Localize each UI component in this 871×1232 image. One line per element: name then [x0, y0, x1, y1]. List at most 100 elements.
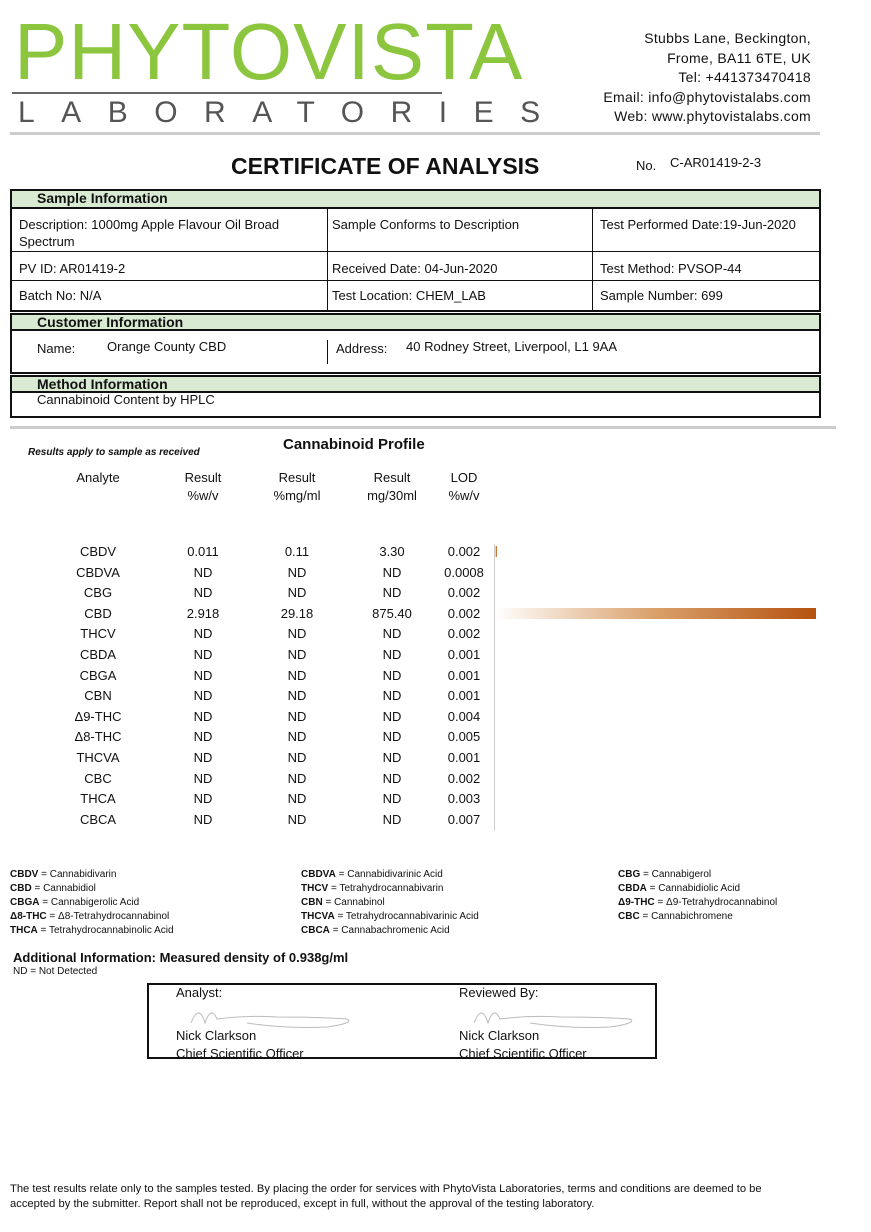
col-line: [327, 340, 328, 364]
result-cell: 0.11: [284, 544, 310, 559]
analyte-name: Δ8-THC: [74, 729, 122, 745]
profile-title: Cannabinoid Profile: [283, 436, 425, 453]
glossary-text: = Cannabachromenic Acid: [329, 925, 450, 936]
result-cell: 0.002: [447, 585, 481, 601]
analyte-name: CBDV: [79, 544, 117, 559]
table-cell: PV ID: AR01419-2: [19, 261, 126, 276]
customer-box: [10, 329, 821, 374]
address-line: Tel: +441373470418: [678, 69, 811, 85]
result-cell: ND: [193, 564, 213, 580]
result-cell: 0.005: [447, 729, 481, 745]
result-cell: 0.001: [447, 688, 481, 704]
result-cell: 0.001: [447, 647, 481, 662]
result-cell: ND: [382, 791, 402, 807]
method-box: [10, 391, 821, 418]
chart-axis: [494, 544, 495, 831]
column-header: Result: [184, 470, 222, 485]
analyte-name: CBGA: [79, 667, 117, 683]
result-cell: ND: [287, 750, 307, 765]
result-cell: ND: [287, 667, 307, 683]
analyte-name: CBG: [83, 585, 113, 601]
name-label: Name:: [37, 341, 76, 356]
glossary-abbr: CBC: [618, 911, 640, 922]
result-cell: 0.002: [447, 544, 481, 559]
result-cell: ND: [287, 708, 307, 724]
result-cell: 2.918: [186, 605, 220, 621]
customer-name: Orange County CBD: [107, 339, 227, 354]
result-cell: ND: [193, 729, 213, 745]
glossary-text: = Cannabidiol: [31, 883, 96, 894]
result-cell: ND: [193, 647, 213, 662]
result-cell: ND: [382, 585, 402, 601]
result-cell: 29.18: [280, 605, 314, 621]
result-cell: 0.004: [447, 708, 481, 724]
result-cell: ND: [382, 811, 402, 827]
result-bar: [495, 546, 497, 557]
additional-information: Additional Information: Measured density…: [13, 950, 349, 965]
glossary-text: = Cannabigerolic Acid: [39, 897, 140, 908]
result-cell: 0.0008: [444, 564, 484, 580]
analyte-name: CBDVA: [76, 564, 120, 580]
column-header: Result: [278, 470, 316, 485]
address-label: Address:: [336, 341, 388, 356]
glossary-entry: CBGA = Cannabigerolic Acid: [10, 897, 139, 908]
glossary-abbr: THCV: [301, 883, 329, 894]
analyte-name: CBN: [84, 688, 112, 704]
result-cell: ND: [382, 688, 402, 704]
col-line: [327, 207, 328, 311]
address-line: Stubbs Lane, Beckington,: [644, 30, 811, 46]
table-cell: Batch No: N/A: [19, 288, 102, 303]
result-cell: ND: [193, 791, 213, 807]
result-cell: ND: [287, 791, 307, 807]
glossary-entry: Δ8-THC = Δ8-Tetrahydrocannabinol: [10, 911, 169, 922]
result-cell: 0.007: [447, 811, 481, 827]
analyte-name: CBC: [84, 770, 112, 786]
glossary-entry: CBDV = Cannabidivarin: [10, 869, 116, 880]
signature-label: Reviewed By:: [459, 985, 539, 1000]
column-header: Analyte: [76, 470, 120, 485]
glossary-abbr: CBCA: [301, 925, 330, 936]
result-cell: ND: [382, 708, 402, 724]
signature: [190, 1012, 350, 1028]
glossary-entry: THCVA = Tetrahydrocannabivarinic Acid: [301, 911, 479, 922]
glossary-text: = Cannabidivarin: [38, 869, 117, 880]
result-cell: ND: [193, 750, 213, 765]
result-cell: ND: [382, 750, 402, 765]
result-cell: 0.002: [447, 770, 481, 786]
result-bar: [495, 607, 816, 619]
column-header: %w/v: [448, 488, 480, 503]
glossary-entry: CBCA = Cannabachromenic Acid: [301, 925, 450, 936]
glossary-abbr: CBD: [10, 883, 32, 894]
glossary-text: = Δ9-Tetrahydrocannabinol: [654, 897, 778, 908]
result-cell: 0.002: [447, 605, 481, 621]
analyte-name: THCVA: [76, 750, 120, 765]
signature-scribbles: [190, 1012, 633, 1028]
result-cell: ND: [287, 729, 307, 745]
analyte-name: CBDA: [79, 647, 117, 662]
glossary-text: = Cannabidiolic Acid: [646, 883, 741, 894]
glossary-abbr: CBG: [618, 869, 641, 880]
result-cell: ND: [287, 770, 307, 786]
result-cell: ND: [287, 585, 307, 601]
analyte-name: Δ9-THC: [74, 708, 122, 724]
analyte-name: CBCA: [79, 811, 117, 827]
glossary-entry: CBG = Cannabigerol: [618, 869, 711, 880]
glossary-text: = Cannabidivarinic Acid: [335, 869, 443, 880]
nd-note: ND = Not Detected: [13, 966, 98, 977]
result-cell: 3.30: [379, 544, 405, 559]
glossary-text: = Δ8-Tetrahydrocannabinol: [46, 911, 170, 922]
signature-box: [147, 983, 657, 1059]
signature-role: Chief Scientific Officer: [176, 1046, 304, 1057]
table-cell: Received Date: 04-Jun-2020: [332, 261, 498, 276]
column-header: mg/30ml: [367, 488, 417, 503]
glossary-entry: CBC = Cannabichromene: [618, 911, 733, 922]
glossary-abbr: CBDA: [618, 883, 647, 894]
result-cell: ND: [287, 688, 307, 704]
result-cell: ND: [193, 811, 213, 827]
result-cell: ND: [382, 667, 402, 683]
column-header: LOD: [450, 470, 478, 485]
glossary-abbr: CBDV: [10, 869, 39, 880]
glossary-abbr: CBN: [301, 897, 323, 908]
glossary-abbr: THCA: [10, 925, 38, 936]
